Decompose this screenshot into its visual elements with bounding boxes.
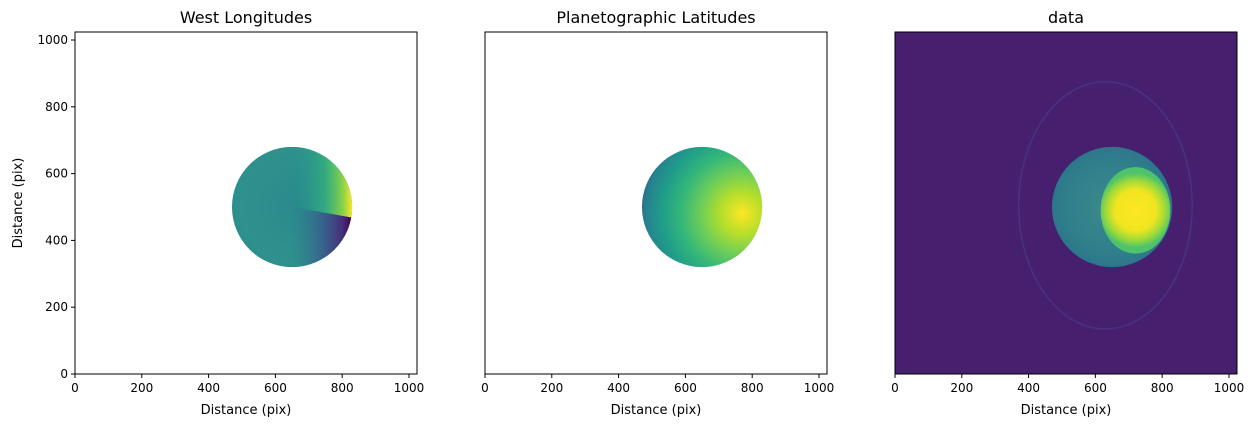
y-tick-label: 600 [45, 167, 68, 181]
x-tick-label: 1000 [1214, 381, 1245, 395]
ring-arc [1017, 81, 1193, 330]
image-content [641, 146, 763, 268]
latitude-disk [641, 146, 763, 268]
axes-frame [894, 31, 1238, 375]
y-tick-label: 200 [45, 300, 68, 314]
image-content [231, 146, 353, 268]
x-tick-label: 400 [197, 381, 220, 395]
axes-frame [74, 31, 418, 375]
bright-feature [1100, 167, 1171, 254]
image-content [1017, 81, 1193, 330]
x-tick-label: 200 [950, 381, 973, 395]
x-axis-label: Distance (pix) [1021, 403, 1112, 418]
y-tick-label: 400 [45, 233, 68, 247]
x-tick-label: 600 [1084, 381, 1107, 395]
panel-title: Planetographic Latitudes [556, 8, 755, 27]
panel-west-longitudes: West Longitudes 0 200 400 600 800 1000 0 200 400 6… [11, 8, 424, 418]
x-tick-label: 0 [891, 381, 899, 395]
longitude-upper-sector [292, 146, 353, 218]
x-tick-label: 1000 [804, 381, 835, 395]
x-tick-label: 400 [607, 381, 630, 395]
x-axis-label: Distance (pix) [201, 403, 292, 418]
y-tick-label: 0 [60, 367, 68, 381]
x-tick-label: 800 [1151, 381, 1174, 395]
y-axis-label: Distance (pix) [11, 158, 26, 249]
y-tick-label: 1000 [37, 33, 68, 47]
panel-title: data [1048, 8, 1084, 27]
x-tick-label: 400 [1017, 381, 1040, 395]
x-tick-label: 600 [264, 381, 287, 395]
x-tick-label: 600 [674, 381, 697, 395]
x-tick-label: 200 [130, 381, 153, 395]
longitude-lower-sector [292, 207, 352, 268]
x-tick-label: 800 [331, 381, 354, 395]
y-tick-label: 800 [45, 100, 68, 114]
x-tick-label: 0 [71, 381, 79, 395]
panel-planetographic-latitudes: Planetographic Latitudes 0 200 400 600 800 100… [481, 8, 834, 418]
panel-title: West Longitudes [180, 8, 312, 27]
x-tick-label: 0 [481, 381, 489, 395]
longitude-disk [231, 146, 353, 268]
x-tick-label: 1000 [394, 381, 425, 395]
x-axis-label: Distance (pix) [611, 403, 702, 418]
panel-data: data 0 200 400 600 800 1000 Distance (pix) [891, 8, 1244, 418]
axes-frame [484, 31, 828, 375]
x-tick-label: 200 [540, 381, 563, 395]
x-tick-label: 800 [741, 381, 764, 395]
